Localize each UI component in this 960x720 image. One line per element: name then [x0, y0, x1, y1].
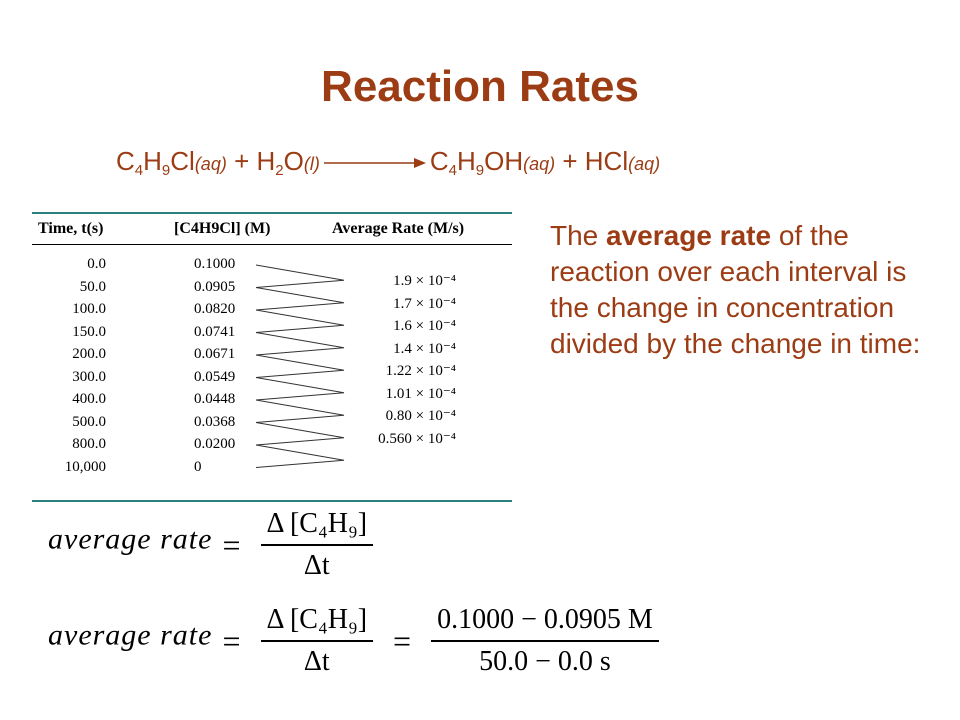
eq-text: H — [256, 146, 276, 176]
explanation-bold: average rate — [606, 220, 772, 251]
eq-text: C — [116, 146, 135, 176]
interval-connector — [255, 444, 345, 468]
eq-text: C — [429, 146, 449, 176]
time-cell: 400.0 — [72, 391, 106, 407]
eq-subscript: 4 — [448, 162, 457, 179]
time-cell: 150.0 — [72, 323, 106, 340]
concentration-cell: 0.0820 — [194, 301, 236, 317]
formula-numerator: Δ [C₄H₉] — [260, 604, 374, 642]
rate-cell: 1.6 × 10⁻⁴ — [393, 318, 456, 335]
rate-cell: 1.7 × 10⁻⁴ — [393, 295, 456, 312]
concentration-cell: 0.0671 — [194, 346, 236, 362]
eq-text: Cl — [170, 146, 195, 176]
concentration-cell: 0.0368 — [194, 413, 236, 430]
interval-connector — [255, 377, 345, 401]
table-header: Time, t(s) [C4H9Cl] (M) Average Rate (M/… — [32, 212, 512, 245]
time-cell: 200.0 — [72, 346, 106, 362]
formula-equals: = — [222, 622, 241, 659]
eq-plus: + — [234, 146, 250, 176]
time-cell: 50.0 — [79, 278, 106, 295]
explanation-pre: The — [550, 220, 607, 251]
header-average-rate: Average Rate (M/s) — [332, 220, 465, 237]
concentration-cell: 0.0448 — [194, 391, 236, 407]
rate-cell: 1.4 × 10⁻⁴ — [393, 340, 456, 357]
interval-zigzag-lines — [255, 264, 345, 468]
formula-example: average rate = Δ [C₄H₉] Δt = 0.1000 − 0.… — [48, 604, 669, 678]
interval-connector — [255, 399, 345, 423]
chemical-equation: C4H9Cl(aq) + H2O(l) C4H9OH(aq) + HCl(aq) — [116, 146, 660, 179]
eq-state: (aq) — [628, 154, 661, 174]
eq-state: (l) — [303, 154, 320, 174]
formula-equals: = — [222, 526, 241, 563]
interval-connector — [255, 287, 345, 311]
formula-lhs: average rate — [48, 618, 213, 652]
table-bottom-rule — [32, 500, 512, 502]
rate-table: Time, t(s) [C4H9Cl] (M) Average Rate (M/… — [32, 212, 512, 504]
concentration-cell: 0.0905 — [194, 278, 236, 295]
slide-title: Reaction Rates — [321, 62, 639, 111]
interval-connector — [255, 422, 345, 446]
formula-fraction: Δ [C₄H₉] Δt — [260, 604, 374, 678]
formula-lhs: average rate — [48, 522, 213, 556]
rate-cell: 0.560 × 10⁻⁴ — [378, 430, 456, 447]
formula-denominator: Δt — [303, 550, 330, 581]
explanation-text: The average rate of the reaction over ea… — [550, 218, 930, 362]
concentration-cell: 0.0549 — [194, 368, 236, 385]
eq-subscript: 9 — [475, 162, 485, 179]
eq-state: (aq) — [194, 154, 227, 174]
rate-cell: 0.80 × 10⁻⁴ — [385, 408, 456, 425]
concentration-cell: 0.0200 — [194, 436, 236, 452]
eq-text: H — [143, 146, 162, 176]
eq-subscript: 2 — [275, 162, 284, 179]
rate-cell: 1.01 × 10⁻⁴ — [385, 385, 456, 402]
time-cell: 10,000 — [64, 458, 106, 475]
interval-connector — [255, 264, 345, 288]
time-cell: 800.0 — [72, 436, 106, 452]
eq-plus: + — [562, 146, 578, 176]
formula-fraction: Δ [C₄H₉] Δt — [260, 508, 374, 582]
interval-connector — [255, 354, 345, 378]
eq-text: HCl — [584, 146, 629, 176]
eq-text: OH — [484, 146, 524, 176]
rate-cell: 1.22 × 10⁻⁴ — [385, 363, 456, 380]
time-cell: 300.0 — [72, 368, 106, 385]
concentration-cell: 0.0741 — [194, 323, 236, 340]
interval-connector — [255, 332, 345, 356]
explanation-post: of the reaction over each interval is th… — [550, 220, 921, 359]
header-time: Time, t(s) — [38, 220, 104, 237]
reaction-arrow-icon — [323, 158, 426, 169]
formula-numerator: Δ [C₄H₉] — [260, 508, 374, 546]
concentration-cell: 0.1000 — [194, 256, 236, 272]
formula-definition: average rate = Δ [C₄H₉] Δt — [48, 508, 383, 582]
formula-equals: = — [393, 622, 412, 659]
eq-state: (aq) — [523, 154, 556, 174]
time-cell: 100.0 — [72, 301, 106, 317]
formula-denominator: Δt — [303, 646, 330, 677]
interval-connector — [255, 309, 345, 333]
concentration-cell: 0 — [194, 458, 202, 475]
time-cell: 0.0 — [87, 256, 106, 272]
header-concentration: [C4H9Cl] (M) — [174, 220, 271, 237]
formula-values-fraction: 0.1000 − 0.0905 M 50.0 − 0.0 s — [431, 604, 659, 678]
formula-values-denominator: 50.0 − 0.0 s — [479, 646, 611, 677]
formula-values-numerator: 0.1000 − 0.0905 M — [431, 604, 659, 642]
eq-text: O — [283, 146, 304, 176]
time-cell: 500.0 — [72, 413, 106, 430]
rate-cell: 1.9 × 10⁻⁴ — [393, 273, 456, 290]
eq-subscript: 4 — [134, 162, 144, 179]
eq-text: H — [456, 146, 476, 176]
eq-subscript: 9 — [161, 162, 171, 179]
